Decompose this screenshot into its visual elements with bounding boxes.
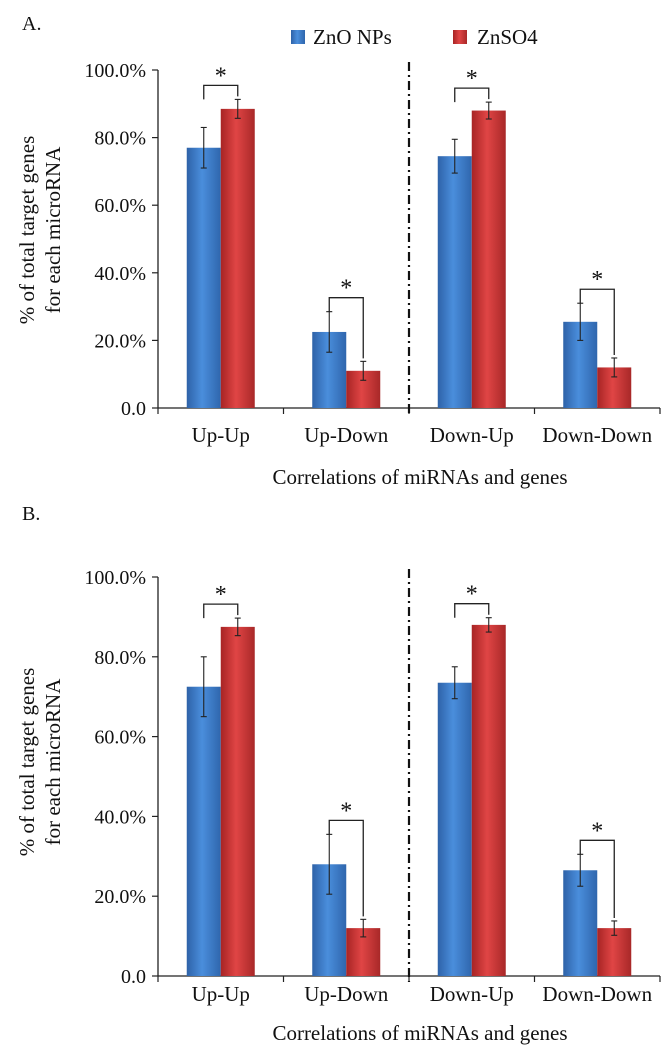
panel-b-significance-bracket — [203, 603, 239, 619]
panel-a-bar-znso4 — [471, 110, 506, 408]
panel-b-significance-bracket — [454, 603, 490, 618]
panel-a-ylabel: % of total target genes for each microRN… — [15, 136, 65, 325]
legend-swatch-znso4 — [453, 30, 467, 44]
panel-b-plot: 0.0 20.0% 40.0% 60.0% 80.0% 100.0% * Up-Up * Up-D… — [84, 567, 661, 1006]
panel-b-ytick-label: 0.0 — [121, 966, 146, 988]
panel-b-bar-znso4 — [471, 624, 506, 976]
panel-b-bar-znonps — [186, 686, 221, 976]
panel-b-ytick-label: 100.0% — [84, 567, 146, 589]
panel-a-ytick-label: 0.0 — [121, 398, 146, 420]
panel-b-category-label: Down-Up — [430, 982, 514, 1006]
panel-a-bar-znonps — [186, 147, 221, 409]
panel-a-category-label: Down-Up — [430, 423, 514, 447]
panel-b-bar-znonps — [563, 870, 598, 976]
panel-b-ytick-label: 40.0% — [94, 806, 146, 828]
panel-b-category-label: Up-Up — [192, 982, 250, 1006]
panel-b-ylabel-line2: for each microRNA — [41, 678, 65, 846]
panel-b-ylabel-line1: % of total target genes — [15, 668, 39, 857]
panel-b-xlabel: Correlations of miRNAs and genes — [272, 1021, 567, 1045]
panel-b-label: B. — [22, 503, 40, 525]
panel-a-significance-star: * — [591, 267, 603, 293]
panel-a-ytick-label: 100.0% — [84, 60, 146, 82]
panel-a-significance-star: * — [466, 66, 478, 92]
legend-label-znonps: ZnO NPs — [313, 25, 392, 49]
panel-a-plot: 0.0 20.0% 40.0% 60.0% 80.0% 100.0% * Up-Up * Up-D… — [84, 60, 661, 447]
panel-a-category-label: Up-Up — [192, 423, 250, 447]
panel-a-ylabel-line1: % of total target genes — [15, 136, 39, 325]
panel-a-ytick-label: 60.0% — [94, 195, 146, 217]
panel-b-significance-bracket — [328, 819, 364, 917]
panel-a-significance-bracket — [328, 297, 364, 359]
legend-label-znso4: ZnSO4 — [477, 25, 538, 49]
panel-a-category-label: Up-Down — [304, 423, 388, 447]
panel-a-ytick-label: 40.0% — [94, 263, 146, 285]
panel-b-ytick-label: 80.0% — [94, 647, 146, 669]
panel-a-significance-star: * — [340, 276, 352, 302]
panel-b-significance-star: * — [591, 818, 603, 844]
panel-b-bar-znso4 — [220, 626, 255, 976]
panel-a-category-label: Down-Down — [542, 423, 652, 447]
panel-a-bar-znonps — [437, 156, 472, 408]
panel-b-significance-bracket — [579, 839, 615, 918]
panel-b-ytick-label: 20.0% — [94, 886, 146, 908]
panel-b-bar-znso4 — [597, 928, 632, 976]
legend: ZnO NPs ZnSO4 — [291, 25, 538, 49]
panel-a-ytick-label: 20.0% — [94, 330, 146, 352]
panel-a-ytick-label: 80.0% — [94, 128, 146, 150]
panel-a-label: A. — [22, 13, 41, 35]
panel-b-bar-znonps — [437, 682, 472, 976]
panel-b-ylabel: % of total target genes for each microRN… — [15, 668, 65, 857]
legend-swatch-znonps — [291, 30, 305, 44]
panel-b-category-label: Down-Down — [542, 982, 652, 1006]
panel-a-significance-bracket — [203, 84, 239, 100]
panel-a-significance-bracket — [579, 288, 615, 355]
panel-a-xlabel: Correlations of miRNAs and genes — [272, 465, 567, 489]
panel-a-ylabel-line2: for each microRNA — [41, 146, 65, 314]
panel-b-category-label: Up-Down — [304, 982, 388, 1006]
panel-b-significance-star: * — [215, 582, 227, 608]
panel-b-significance-star: * — [340, 798, 352, 824]
panel-b-significance-star: * — [466, 582, 478, 608]
panel-a-bar-znso4 — [220, 108, 255, 409]
panel-a-significance-star: * — [215, 63, 227, 89]
panel-b-ytick-label: 60.0% — [94, 727, 146, 749]
panel-a-significance-bracket — [454, 87, 490, 103]
